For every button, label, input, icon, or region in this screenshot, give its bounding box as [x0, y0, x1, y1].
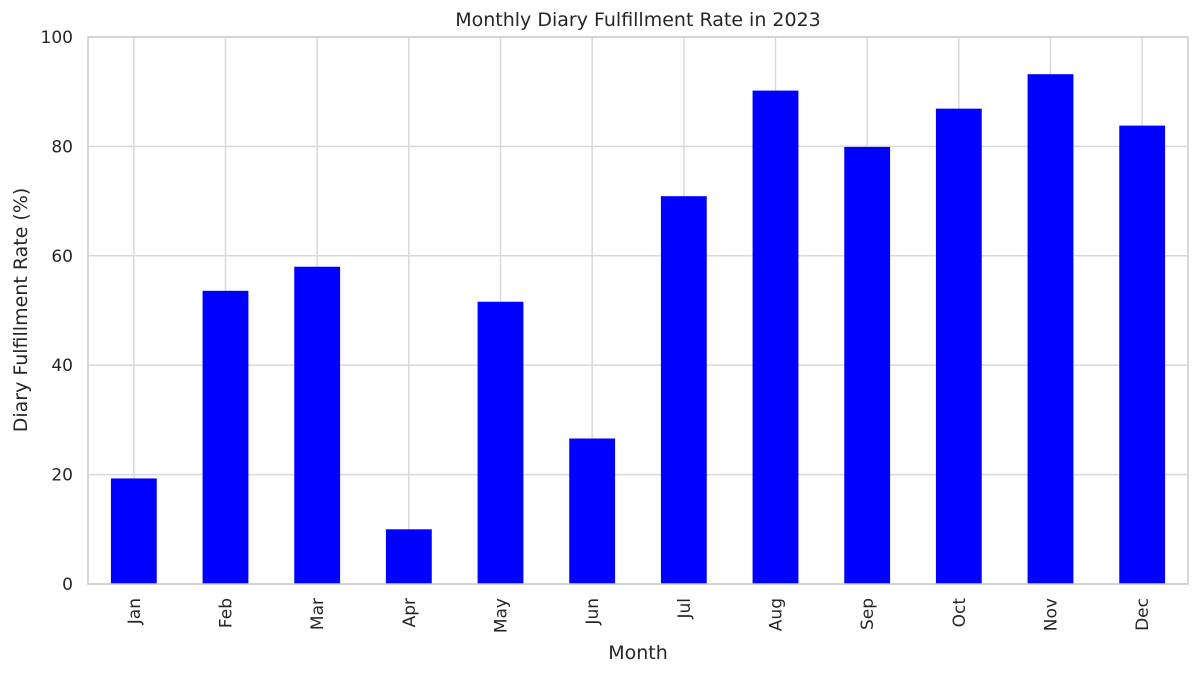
- bar-nov: [1027, 74, 1074, 585]
- x-tick-label: May: [492, 598, 512, 633]
- grid-lines: [88, 36, 1188, 585]
- x-tick-label: Nov: [1042, 598, 1062, 631]
- y-axis-title: Diary Fulfillment Rate (%): [10, 188, 32, 433]
- y-tick-label: 0: [62, 575, 73, 595]
- y-tick-label: 100: [41, 28, 73, 48]
- bars: [110, 74, 1166, 585]
- x-axis-title: Month: [608, 642, 668, 664]
- y-tick-labels: 0 20 40 60 80 100: [41, 28, 73, 595]
- bar-sep: [844, 146, 891, 584]
- bar-apr: [385, 529, 432, 584]
- y-tick-label: 20: [51, 466, 73, 486]
- bar-may: [477, 301, 524, 584]
- x-tick-label: Feb: [217, 598, 237, 628]
- bar-dec: [1119, 125, 1166, 584]
- x-tick-label: Dec: [1133, 598, 1153, 631]
- plot-frame: [87, 36, 1189, 585]
- bar-mar: [294, 266, 341, 584]
- x-tick-label: Jan: [125, 598, 145, 625]
- y-tick-label: 80: [51, 137, 73, 157]
- x-tick-label: Mar: [308, 598, 328, 630]
- bar-jan: [110, 478, 157, 584]
- y-tick-label: 60: [51, 247, 73, 267]
- chart-title: Monthly Diary Fulfillment Rate in 2023: [455, 9, 821, 31]
- bar-jun: [569, 438, 616, 584]
- x-tick-label: Oct: [950, 598, 970, 628]
- x-tick-labels: Jan Feb Mar Apr May Jun Jul Aug Sep Oct Nov Dec: [125, 598, 1153, 633]
- bar-feb: [202, 290, 249, 584]
- x-tick-label: Aug: [767, 598, 787, 631]
- bar-jul: [660, 196, 707, 584]
- bar-oct: [935, 108, 982, 585]
- y-tick-label: 40: [51, 356, 73, 376]
- x-tick-label: Sep: [858, 598, 878, 630]
- x-tick-label: Jun: [583, 598, 603, 626]
- bar-aug: [752, 90, 799, 584]
- x-tick-label: Apr: [400, 598, 420, 627]
- x-tick-label: Jul: [675, 598, 695, 620]
